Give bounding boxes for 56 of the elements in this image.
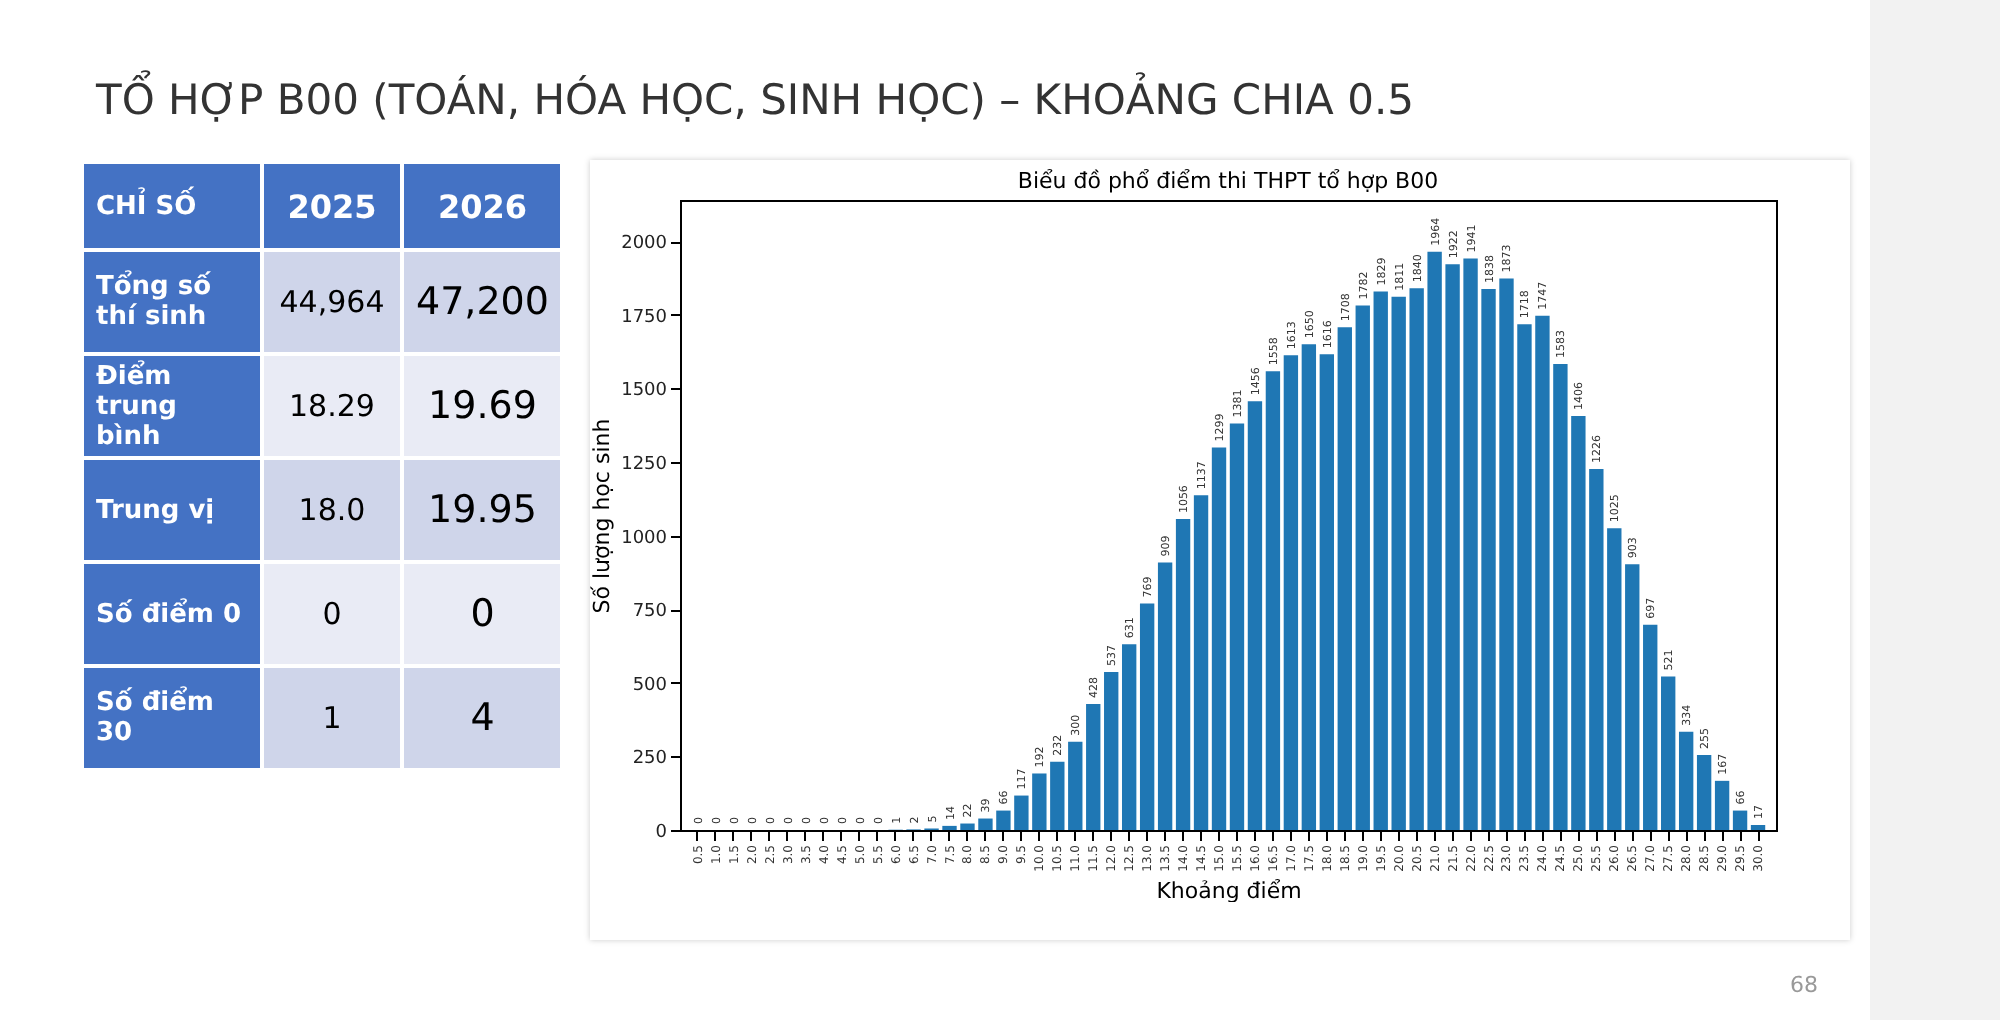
text: 18.0 [298, 492, 366, 528]
bar [1157, 562, 1173, 830]
bar [1732, 810, 1748, 830]
text: 68 [1790, 972, 1818, 998]
bar [1086, 704, 1101, 830]
category-label: Trung vị [96, 495, 215, 525]
category-label: Điểm trung bình [96, 361, 177, 451]
y-tick-label: 750 [632, 602, 668, 623]
y-tick-label: 250 [632, 749, 668, 770]
bar [1247, 401, 1263, 830]
text: 47,200 [416, 280, 549, 324]
bar [1319, 354, 1335, 830]
text: 44,964 [279, 284, 385, 320]
y-tick-label: 500 [632, 675, 668, 696]
bar [1696, 754, 1712, 830]
bar [1211, 447, 1227, 830]
text: 0 [470, 592, 495, 636]
y-tick-label: 2000 [621, 234, 668, 255]
bar [1229, 423, 1245, 830]
y-tick-label: 0 [655, 823, 668, 843]
bar [1193, 495, 1209, 830]
bar [1068, 741, 1083, 830]
bar [1121, 644, 1137, 830]
bar [1139, 603, 1155, 830]
bar [1643, 624, 1658, 830]
bar [1265, 371, 1281, 830]
y-tick-label: 1250 [621, 455, 668, 476]
category-label: 2026 [404, 164, 561, 248]
category-label: 2025 [264, 164, 400, 248]
category-label: Tổng số thí sinh [96, 272, 212, 332]
chart-title: Biểu đồ phổ điểm thi THPT tổ hợp B00 [1017, 168, 1439, 194]
bar [1355, 305, 1370, 830]
text: 1 [322, 700, 342, 736]
bar [1283, 355, 1299, 830]
bar [1625, 564, 1640, 830]
text: 19.69 [428, 384, 537, 428]
y-axis-title: Số lượng học sinh [589, 418, 616, 614]
text: CHỈ SỐ [84, 164, 260, 248]
bar [1104, 671, 1119, 830]
text: 19.95 [428, 488, 537, 532]
text: 4 [470, 696, 495, 740]
bar [1661, 676, 1676, 830]
bar [1714, 780, 1730, 830]
bar [1175, 519, 1191, 830]
text: 18.29 [289, 388, 375, 424]
bar [1337, 327, 1352, 830]
bar [1301, 344, 1317, 830]
y-tick-label: 1750 [621, 307, 668, 328]
text: 0 [322, 596, 342, 632]
bar [1678, 731, 1694, 830]
x-axis-title: Khoảng điểm [1156, 877, 1302, 904]
category-label: Số điểm 30 [96, 688, 214, 748]
y-tick-label: 1000 [621, 528, 668, 549]
category-label: Số điểm 0 [96, 599, 242, 629]
y-tick-label: 1500 [621, 381, 668, 402]
bar [1373, 291, 1388, 830]
